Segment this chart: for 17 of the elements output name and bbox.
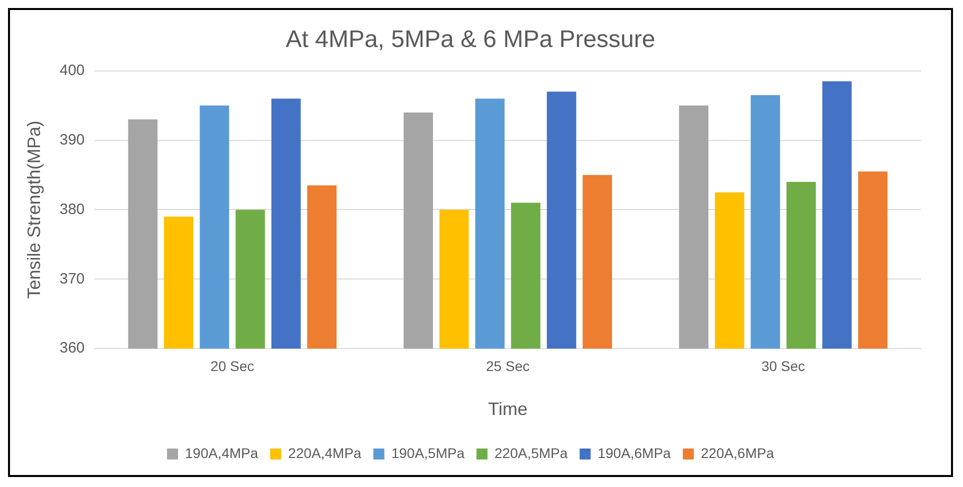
legend-label: 190A,6MPa: [598, 444, 672, 461]
x-axis-title: Time: [488, 399, 528, 420]
x-tick-label: 25 Sec: [486, 358, 530, 374]
y-tick-label: 370: [60, 270, 85, 288]
y-tick-label: 360: [60, 340, 85, 357]
legend-label: 190A,5MPa: [391, 444, 465, 461]
y-tick-label: 380: [60, 200, 85, 218]
x-tick-label: 30 Sec: [761, 358, 806, 374]
x-tick-label: 20 Sec: [210, 358, 254, 374]
y-tick-label: 400: [60, 62, 85, 79]
legend-label: 220A,6MPa: [700, 444, 774, 461]
legend-label: 220A,4MPa: [288, 444, 362, 461]
chart-title: At 4MPa, 5MPa & 6 MPa Pressure: [286, 26, 656, 54]
legend-label: 190A,4MPa: [185, 444, 258, 461]
y-tick-label: 390: [60, 131, 85, 148]
y-axis-title: Tensile Strength(MPa): [24, 120, 44, 299]
legend-label: 220A,5MPa: [494, 444, 568, 461]
